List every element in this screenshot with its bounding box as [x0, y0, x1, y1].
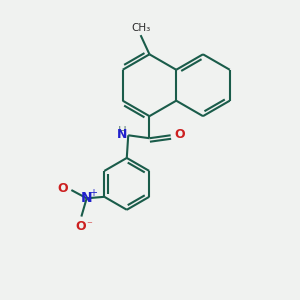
- Text: O: O: [174, 128, 185, 141]
- Text: N: N: [81, 191, 92, 205]
- Text: N: N: [117, 128, 128, 141]
- Text: O: O: [57, 182, 68, 195]
- Text: +: +: [88, 188, 97, 198]
- Text: O: O: [76, 220, 86, 233]
- Text: CH₃: CH₃: [131, 23, 150, 33]
- Text: H: H: [117, 125, 126, 138]
- Text: ⁻: ⁻: [87, 220, 92, 230]
